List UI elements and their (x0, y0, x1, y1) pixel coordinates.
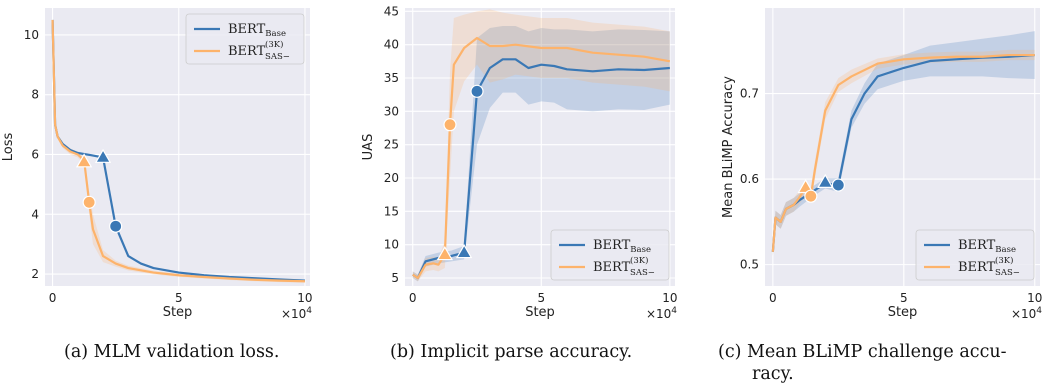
x-multiplier: ×104 (281, 306, 312, 321)
legend-label-sas-sub: SAS− (995, 268, 1020, 278)
x-tick-label: 5 (900, 291, 908, 305)
blimp-chart: 0 5 10 0.5 0.6 0.7 Step Mean BLiMP Accuracy ×104… (721, 8, 1042, 321)
y-tick-label: 0.6 (740, 172, 759, 186)
x-tick-label: 0 (769, 291, 777, 305)
y-tick-label: 0.5 (740, 258, 759, 272)
y-tick-label: 2 (31, 267, 39, 281)
series-line-1 (51, 19, 305, 283)
legend-label-sas-sup: (3K) (630, 255, 648, 266)
x-axis-label: Step (888, 305, 918, 320)
x-multiplier: ×104 (646, 306, 677, 321)
y-axis-label: UAS (361, 134, 376, 161)
x-tick-label: 0 (409, 291, 417, 305)
x-axis-label: Step (525, 305, 555, 320)
triangle-marker (75, 153, 93, 168)
circle-marker (831, 178, 845, 192)
caption-b: (b) Implicit parse accuracy. (390, 342, 633, 362)
y-axis-label: Loss (1, 133, 16, 162)
triangle-marker (455, 243, 473, 259)
legend-label-sas: BERT (593, 260, 631, 275)
legend-label-sas-sup: (3K) (265, 39, 283, 50)
y-tick-label: 30 (384, 104, 399, 118)
triangle-marker (817, 173, 834, 188)
series-line-0 (412, 58, 670, 280)
legend: BERTBase BERT (3K) SAS− (915, 229, 1035, 281)
legend-label-sas: BERT (228, 44, 266, 59)
circle-marker (470, 84, 484, 98)
y-axis-label: Mean BLiMP Accuracy (721, 76, 736, 218)
confidence-band-1 (412, 9, 670, 282)
y-tick-label: 4 (31, 207, 39, 221)
legend-label-sas-sup: (3K) (995, 255, 1013, 266)
y-tick-label: 5 (391, 271, 399, 285)
circle-marker (443, 118, 457, 132)
caption-c-line1: (c) Mean BLiMP challenge accu- (718, 342, 1007, 362)
y-tick-label: 10 (384, 238, 399, 252)
caption-c-line2: racy. (752, 364, 794, 384)
y-tick-label: 15 (384, 204, 399, 218)
plot-area (51, 18, 306, 283)
x-tick-label: 0 (49, 291, 57, 305)
y-tick-label: 8 (31, 88, 39, 102)
legend-label-base: BERTBase (228, 22, 286, 39)
legend-label-base: BERTBase (958, 238, 1016, 255)
x-multiplier: ×104 (1011, 306, 1042, 321)
legend-label-sas-sub: SAS− (265, 52, 290, 62)
uas-chart: 0 5 1051015202530354045StepUAS×104BERTBase… (361, 4, 677, 321)
legend-label-sas-sub: SAS− (630, 268, 655, 278)
legend: BERTBase BERT (3K) SAS− (185, 13, 305, 65)
x-tick-label: 10 (297, 291, 312, 305)
y-tick-label: 35 (384, 71, 399, 85)
legend-label-base: BERTBase (593, 238, 651, 255)
legend: BERTBase BERT (3K) SAS− (550, 229, 670, 281)
x-tick-label: 5 (537, 291, 545, 305)
y-tick-label: 45 (384, 4, 399, 18)
circle-marker (109, 219, 123, 233)
series-line-1 (412, 36, 671, 280)
y-tick-label: 0.7 (740, 87, 759, 101)
x-tick-label: 10 (662, 291, 677, 305)
triangle-marker (436, 245, 454, 261)
y-tick-label: 40 (384, 38, 399, 52)
y-tick-label: 25 (384, 138, 399, 152)
loss-chart: 0 5 10 2 4 6 8 10 Step Loss ×104 BERTBase BERT (3K) SA… (1, 8, 313, 321)
y-tick-label: 20 (384, 171, 399, 185)
x-tick-label: 10 (1027, 291, 1042, 305)
y-tick-label: 10 (24, 28, 39, 42)
legend-label-sas: BERT (958, 260, 996, 275)
circle-marker (82, 195, 96, 209)
plot-area (771, 31, 1035, 257)
triangle-marker (94, 148, 112, 163)
x-axis-label: Step (163, 305, 193, 320)
y-tick-label: 6 (31, 147, 39, 161)
x-tick-label: 5 (175, 291, 183, 305)
confidence-band-0 (772, 31, 1035, 257)
circle-marker (804, 189, 818, 203)
caption-a: (a) MLM validation loss. (64, 342, 280, 362)
series-line-1 (771, 53, 1035, 252)
